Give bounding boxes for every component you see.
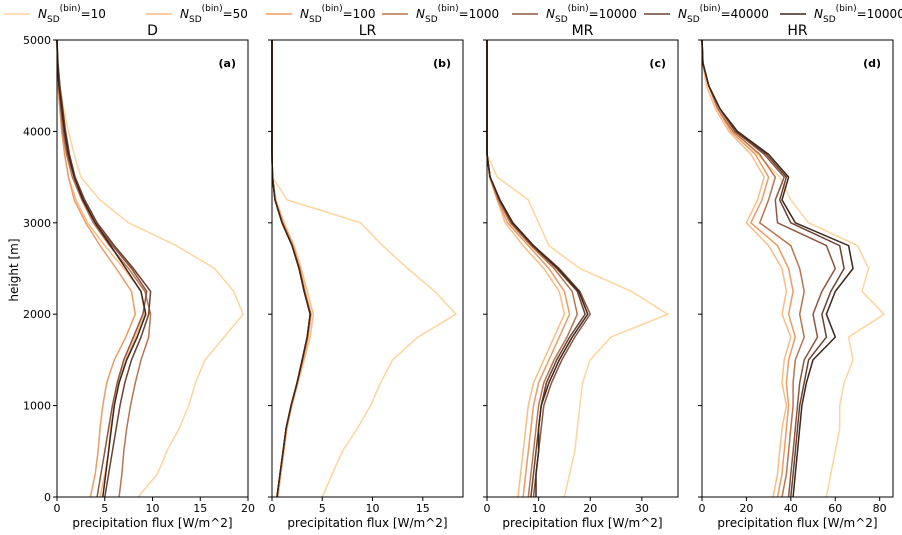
series-line (701, 39, 805, 498)
series-line (271, 40, 311, 498)
series-line (701, 39, 886, 498)
panel-label: (a) (219, 57, 236, 70)
panel-label: (d) (863, 57, 881, 70)
series-line (271, 40, 311, 498)
legend-entry: NSD(bin)=50 (146, 4, 248, 25)
x-tick-label: 0 (54, 502, 61, 515)
series-line (701, 39, 845, 498)
x-tick-label: 80 (873, 502, 887, 515)
legend-label: NSD(bin)=1000 (416, 4, 499, 25)
x-tick-label: 10 (146, 502, 160, 515)
series-line (486, 40, 589, 497)
panel-d: D (a) 0 5 10 15 20 precipitation flux [W/m^2] 0 1… (23, 23, 255, 530)
x-tick-label: 20 (583, 502, 597, 515)
series-line (486, 40, 566, 498)
panel-label: (b) (433, 57, 451, 70)
x-tick-label: 5 (319, 502, 326, 515)
series-line (56, 39, 245, 498)
x-tick-label: 20 (739, 502, 753, 515)
series-line (271, 40, 311, 498)
legend-entry: NSD(bin)=10000 (512, 4, 637, 25)
legend: NSD(bin)=10 NSD(bin)=50 NSD(bin)=100 NSD(bi… (4, 4, 902, 25)
series-line (271, 40, 314, 498)
panel-label: (c) (649, 57, 666, 70)
series-line (701, 39, 837, 498)
legend-entry: NSD(bin)=10 (4, 4, 106, 25)
x-tick-label: 60 (828, 502, 842, 515)
series-line (271, 40, 312, 498)
x-tick-label: 0 (699, 502, 706, 515)
y-tick-label: 2000 (23, 308, 51, 321)
series-line (56, 39, 147, 498)
x-axis-label: precipitation flux [W/m^2] (717, 516, 877, 530)
legend-label: NSD(bin)=100000 (814, 4, 902, 25)
legend-label: NSD(bin)=10000 (546, 4, 637, 25)
y-tick-label: 1000 (23, 400, 51, 413)
x-tick-label: 0 (269, 502, 276, 515)
y-axis-label: height [m] (7, 238, 21, 301)
series-line (56, 39, 137, 498)
x-tick-label: 5 (101, 502, 108, 515)
series-line (56, 39, 152, 498)
y-tick-label: 3000 (23, 217, 51, 230)
x-tick-label: 10 (532, 502, 546, 515)
series-line (56, 39, 152, 498)
legend-entry: NSD(bin)=100 (266, 4, 376, 25)
series-line (701, 39, 854, 498)
panel-title: D (147, 23, 158, 39)
x-tick-label: 0 (484, 502, 491, 515)
panel-title: LR (359, 23, 377, 39)
series-line (486, 40, 579, 498)
legend-label: NSD(bin)=100 (300, 4, 376, 25)
y-tick-label: 5000 (23, 34, 51, 47)
x-tick-label: 30 (635, 502, 649, 515)
legend-label: NSD(bin)=10 (38, 4, 106, 25)
legend-entry: NSD(bin)=1000 (382, 4, 499, 25)
legend-label: NSD(bin)=50 (180, 4, 248, 25)
x-tick-label: 20 (241, 502, 255, 515)
panel-title: MR (572, 23, 594, 39)
x-tick-label: 15 (416, 502, 430, 515)
x-tick-label: 10 (366, 502, 380, 515)
legend-entry: NSD(bin)=40000 (644, 4, 769, 25)
plot-frame (271, 39, 464, 498)
y-tick-label: 0 (44, 491, 51, 504)
x-axis-label: precipitation flux [W/m^2] (287, 516, 447, 530)
x-axis-label: precipitation flux [W/m^2] (72, 516, 232, 530)
plot-frame (486, 39, 679, 498)
panel-title: HR (787, 23, 808, 39)
series-line (701, 39, 792, 498)
series-line (271, 40, 311, 498)
plot-frame (56, 39, 249, 498)
series-line (486, 40, 670, 498)
legend-entry: NSD(bin)=100000 (780, 4, 902, 25)
x-axis-label: precipitation flux [W/m^2] (502, 516, 662, 530)
series-line (56, 39, 148, 498)
x-tick-label: 15 (193, 502, 207, 515)
plot-frame (701, 39, 894, 498)
x-tick-label: 40 (784, 502, 798, 515)
y-tick-label: 4000 (23, 125, 51, 138)
legend-label: NSD(bin)=40000 (678, 4, 769, 25)
